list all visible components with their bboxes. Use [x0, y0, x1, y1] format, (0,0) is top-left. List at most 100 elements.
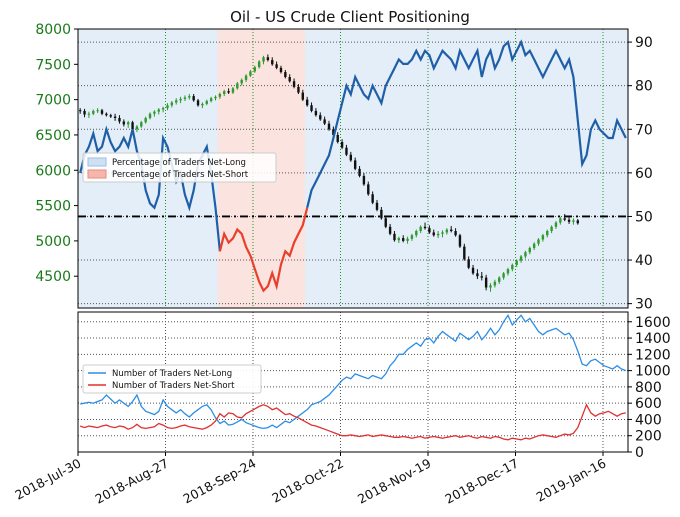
pct-tick-label: 40 — [635, 253, 653, 269]
candle-body — [192, 96, 195, 101]
candle-body — [288, 77, 291, 82]
pct-tick-label: 80 — [635, 79, 653, 95]
sentiment-fill — [431, 29, 437, 308]
candle-body — [484, 277, 488, 288]
candle-body — [436, 233, 440, 236]
sentiment-fill — [558, 29, 564, 308]
pct-net-short-line — [218, 207, 309, 293]
sentiment-fill — [475, 29, 481, 308]
pct-tick-label: 90 — [635, 35, 653, 51]
sentiment-fill — [579, 29, 585, 308]
sentiment-fill — [422, 29, 428, 308]
candle-body — [498, 277, 501, 282]
sentiment-fill — [470, 29, 476, 308]
candle-body — [122, 121, 126, 125]
sentiment-fill — [449, 29, 454, 308]
legend-label-net-short: Percentage of Traders Net-Short — [112, 170, 249, 180]
candle-body — [563, 218, 566, 220]
sentiment-fill — [479, 29, 485, 308]
candle-body — [279, 67, 283, 73]
candle-body — [240, 79, 243, 84]
candle-body — [196, 100, 200, 106]
bottom-plot-frame — [77, 311, 629, 453]
candle-body — [345, 147, 348, 155]
candle-body — [458, 235, 462, 247]
sentiment-fill — [435, 29, 441, 308]
candle-body — [515, 260, 518, 265]
candle-body — [214, 96, 217, 99]
sentiment-fill — [523, 29, 529, 308]
candle-body — [454, 231, 457, 236]
sentiment-fill — [601, 29, 607, 308]
candle-body — [188, 96, 191, 98]
sentiment-fill — [331, 29, 337, 308]
candle-body — [109, 115, 112, 117]
sentiment-fill — [501, 29, 507, 308]
legend-label-num-short: Number of Traders Net-Short — [112, 381, 235, 391]
candle-body — [262, 57, 265, 62]
candle-body — [175, 100, 178, 103]
candle-body — [480, 276, 483, 278]
sentiment-fill — [457, 29, 463, 308]
sentiment-fill — [527, 29, 533, 308]
sentiment-fill — [387, 29, 393, 308]
sentiment-fill — [453, 29, 459, 308]
price-tick-label: 4500 — [35, 269, 71, 285]
sentiment-fill — [597, 29, 603, 308]
candle-body — [161, 108, 165, 110]
date-tick-label: 2018-Jul-30 — [12, 455, 83, 502]
sentiment-fill — [339, 29, 345, 308]
count-tick-label: 200 — [635, 429, 662, 445]
candle-body — [371, 194, 374, 203]
candle-body — [375, 202, 379, 210]
sentiment-fill — [610, 29, 616, 308]
sentiment-fill — [575, 29, 581, 308]
sentiment-fill — [418, 29, 424, 308]
candle-body — [528, 247, 531, 253]
sentiment-fill — [584, 29, 590, 308]
pct-tick-label: 70 — [635, 122, 653, 138]
candle-body — [157, 109, 160, 112]
date-tick-label: 2018-Sep-24 — [180, 455, 258, 506]
candle-body — [511, 264, 514, 270]
sentiment-fill — [401, 29, 406, 308]
candle-body — [92, 110, 95, 114]
legend-swatch-net-short — [87, 169, 107, 179]
candle-body — [284, 72, 287, 78]
num-net-short-line — [79, 403, 626, 441]
sentiment-fill — [296, 29, 302, 308]
candle-body — [353, 160, 357, 169]
bottom-legend: Number of Traders Net-Long Number of Tra… — [82, 364, 262, 394]
count-tick-label: 0 — [635, 445, 644, 461]
price-tick-label: 7000 — [35, 93, 71, 109]
candle-body — [140, 122, 143, 127]
sentiment-fill — [361, 29, 367, 308]
candle-body — [105, 113, 108, 116]
sentiment-fill — [313, 29, 319, 308]
count-tick-label: 800 — [635, 380, 662, 396]
sentiment-fill — [566, 29, 572, 308]
top-plot-frame — [77, 28, 629, 309]
candle-body — [297, 86, 300, 93]
sentiment-fill — [466, 29, 472, 308]
candle-body — [476, 273, 479, 277]
sentiment-fill — [497, 29, 502, 308]
candle-body — [349, 154, 353, 161]
sentiment-fill — [335, 29, 341, 308]
candle-body — [244, 75, 248, 80]
candle-body — [432, 232, 435, 236]
candle-body — [148, 113, 152, 118]
sentiment-fill — [505, 29, 511, 308]
candle-body — [153, 111, 156, 114]
candle-body — [445, 229, 449, 233]
candle-body — [489, 285, 492, 288]
candle-body — [554, 222, 558, 227]
sentiment-fill — [374, 29, 380, 308]
count-tick-label: 600 — [635, 396, 662, 412]
sentiment-fill — [488, 29, 494, 308]
pct-axis: 30 40 50 60 70 80 90 — [628, 35, 653, 313]
candle-body — [362, 175, 366, 185]
sentiment-fill — [483, 29, 489, 308]
candle-body — [450, 229, 453, 232]
